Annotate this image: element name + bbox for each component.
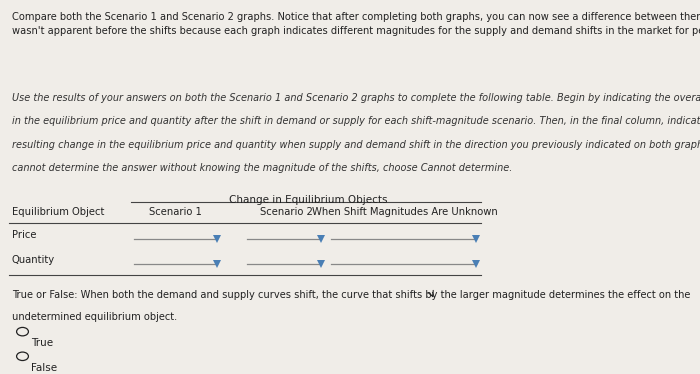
- Text: Scenario 1: Scenario 1: [149, 207, 202, 217]
- Text: Change in Equilibrium Objects: Change in Equilibrium Objects: [230, 195, 388, 205]
- Text: Equilibrium Object: Equilibrium Object: [12, 207, 104, 217]
- Text: False: False: [32, 363, 57, 373]
- Text: Price: Price: [12, 230, 36, 240]
- Text: undetermined equilibrium object.: undetermined equilibrium object.: [12, 312, 177, 322]
- Text: True: True: [32, 338, 53, 348]
- Text: Compare both the Scenario 1 and Scenario 2 graphs. Notice that after completing : Compare both the Scenario 1 and Scenario…: [12, 12, 700, 22]
- Text: wasn't apparent before the shifts because each graph indicates different magnitu: wasn't apparent before the shifts becaus…: [12, 26, 700, 36]
- Text: When Shift Magnitudes Are Unknown: When Shift Magnitudes Are Unknown: [312, 207, 498, 217]
- Text: Quantity: Quantity: [12, 255, 55, 264]
- Text: True or False: When both the demand and supply curves shift, the curve that shif: True or False: When both the demand and …: [12, 291, 690, 300]
- Text: in the equilibrium price and quantity after the shift in demand or supply for ea: in the equilibrium price and quantity af…: [12, 116, 700, 126]
- Text: resulting change in the equilibrium price and quantity when supply and demand sh: resulting change in the equilibrium pric…: [12, 140, 700, 150]
- Text: Use the results of your answers on both the Scenario 1 and Scenario 2 graphs to : Use the results of your answers on both …: [12, 93, 700, 102]
- Text: Scenario 2: Scenario 2: [260, 207, 313, 217]
- Text: cannot determine the answer without knowing the magnitude of the shifts, choose : cannot determine the answer without know…: [12, 163, 512, 173]
